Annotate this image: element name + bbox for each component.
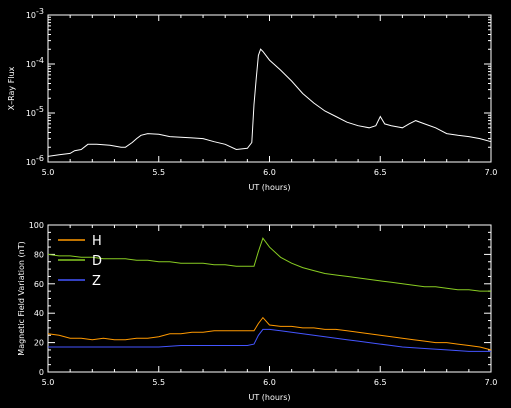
xray-y-tick-exponent: -5 [36,105,44,114]
legend-label-z: Z [92,274,101,289]
magnetic-y-tick-label: 0 [39,368,44,377]
magnetic-x-tick-label: 6.5 [374,378,387,387]
magnetic-x-tick-label: 5.5 [152,378,165,387]
magnetic-x-tick-label: 6.0 [263,378,276,387]
magnetic-y-tick-label: 80 [34,250,44,259]
xray-y-tick-labels: 10-310-410-510-6 [26,7,44,167]
magnetic-series-line-z [48,328,491,352]
xray-y-tick-label: 10 [26,158,36,167]
xray-y-tick-label: 10 [26,60,36,69]
magnetic-x-tick-label: 5.0 [42,378,55,387]
magnetic-x-tick-labels: 5.0 5.5 6.0 6.5 7.0 [42,378,498,387]
magnetic-field-panel: 0 20 40 60 80 100 5.0 5.5 6.0 6.5 7.0 HDZ UT (hou… [17,221,497,402]
xray-y-tick-label: 10 [26,11,36,20]
xray-tick-group [47,14,492,163]
magnetic-y-tick-label: 100 [29,221,44,230]
xray-flux-panel: 10-310-410-510-6 5.0 5.5 6.0 6.5 7.0 UT (hou… [7,7,497,192]
xray-flux-series-line [47,48,492,157]
xray-y-axis-label: X–Ray Flux [7,66,16,110]
xray-x-tick-label: 6.0 [263,168,276,177]
xray-x-tick-label: 5.0 [42,168,55,177]
magnetic-x-tick-label: 7.0 [485,378,498,387]
xray-x-tick-labels: 5.0 5.5 6.0 6.5 7.0 [42,168,498,177]
xray-y-tick-exponent: -4 [36,56,44,65]
xray-y-tick-exponent: -3 [36,7,44,16]
xray-y-tick-exponent: -6 [36,154,44,163]
magnetic-y-axis-label: Magnetic Field Variation (nT) [17,241,26,355]
legend-label-d: D [92,254,102,269]
xray-y-tick-label: 10 [26,109,36,118]
magnetic-y-tick-label: 40 [34,309,44,318]
magnetic-x-axis-label: UT (hours) [248,393,290,402]
magnetic-y-tick-label: 60 [34,280,44,289]
xray-x-tick-label: 6.5 [374,168,387,177]
magnetic-legend: HDZ [58,234,102,289]
xray-x-tick-label: 5.5 [152,168,165,177]
magnetic-series-line-d [47,237,491,292]
xray-x-tick-label: 7.0 [485,168,498,177]
xray-plot-frame [47,14,492,163]
magnetic-y-tick-label: 20 [34,339,44,348]
legend-label-h: H [92,234,102,249]
xray-x-axis-label: UT (hours) [248,183,290,192]
magnetic-y-tick-labels: 0 20 40 60 80 100 [29,221,44,377]
magnetic-series-line-h [47,316,492,351]
